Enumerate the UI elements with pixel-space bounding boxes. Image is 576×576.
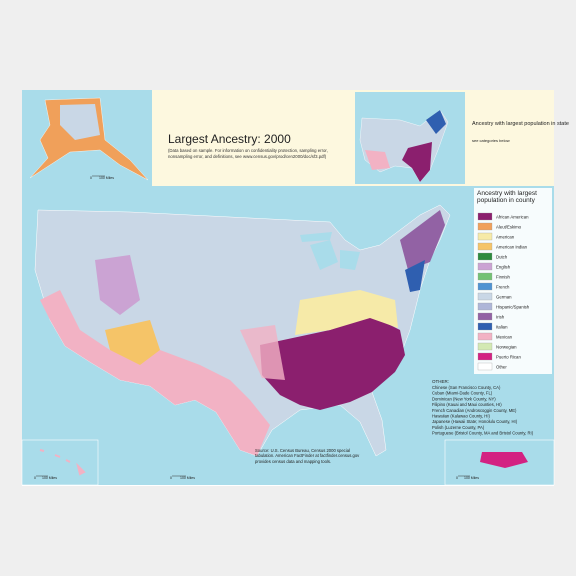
- legend-swatch: [477, 262, 493, 271]
- legend-label: English: [496, 265, 511, 270]
- legend-items: African American Aleut/Eskimo American Amer…: [477, 212, 530, 371]
- legend-swatch: [477, 242, 493, 251]
- region-italian: [405, 260, 425, 292]
- scale-label: 0: [170, 476, 172, 480]
- scale-label: 0: [456, 476, 458, 480]
- legend-label: German: [496, 295, 512, 300]
- note: (Data based on sample. For information o…: [168, 148, 328, 159]
- source: Source: U.S. Census Bureau, Census 2000 …: [255, 448, 360, 464]
- region-american: [295, 290, 398, 335]
- legend-label: Finnish: [496, 275, 510, 280]
- scale-label: 100 Miles: [99, 176, 114, 180]
- legend-label: Italian: [496, 325, 508, 330]
- scale-label: 100 Miles: [464, 476, 479, 480]
- legend-swatch: [477, 332, 493, 341]
- title: Largest Ancestry: 2000: [168, 132, 291, 146]
- region-mexican: [40, 290, 270, 456]
- other-line: Cuban (Miami-Dade County, FL): [432, 391, 493, 396]
- other-line: Portuguese (Bristol County, MA and Brist…: [432, 431, 534, 436]
- legend-label: Irish: [496, 315, 505, 320]
- legend-label: Dutch: [496, 255, 508, 260]
- other-line: Chinese (San Francisco County, CA): [432, 385, 501, 390]
- source-box: Source: U.S. Census Bureau, Census 2000 …: [255, 448, 360, 464]
- legend-title-box: Ancestry with largest population in coun…: [477, 190, 537, 205]
- other-line: Hawaiian (Kalawao County, HI): [432, 414, 490, 419]
- great-lake: [310, 240, 338, 270]
- legend-label: French: [496, 285, 510, 290]
- puerto-rico-shape: [480, 452, 528, 468]
- scale-label: 100 Miles: [180, 476, 195, 480]
- other-list: OTHER:Chinese (San Francisco County, CA)…: [432, 379, 534, 436]
- legend-swatch: [477, 282, 493, 291]
- legend-label: American Indian: [496, 245, 528, 250]
- other-line: Polish (Luzerne County, PA): [432, 425, 485, 430]
- legend-swatch: [477, 252, 493, 261]
- great-lake: [300, 232, 332, 242]
- state-region: [402, 142, 432, 182]
- legend-swatch: [477, 212, 493, 221]
- hawaii-shape: [39, 449, 86, 476]
- legend-label: Hispanic/Spanish: [496, 305, 530, 310]
- alaska-region: [60, 104, 100, 140]
- legend-title: Ancestry with largest population in coun…: [477, 190, 537, 205]
- great-lake: [340, 250, 360, 270]
- legend-label: Norwegian: [496, 345, 517, 350]
- scale-label: 100 Miles: [42, 476, 57, 480]
- hawaii-inset: [21, 439, 99, 486]
- region-english: [95, 255, 140, 315]
- state-region: [365, 150, 390, 170]
- other-title: OTHER:: [432, 379, 449, 384]
- legend-label: Other: [496, 365, 507, 370]
- legend-swatch: [477, 232, 493, 241]
- other-line: Japanese (Hawaii State; Honolulu County,…: [432, 419, 518, 424]
- other-line: Filipino (Kauai and Maui counties, HI): [432, 402, 502, 407]
- legend-label: American: [496, 235, 515, 240]
- legend-swatch: [477, 272, 493, 281]
- alaska-shape: [29, 97, 149, 181]
- other-line: Dominican (New York County, NY): [432, 396, 496, 401]
- scale-label: 0: [34, 476, 36, 480]
- region-african-american: [260, 315, 405, 410]
- legend-label: African American: [496, 215, 529, 220]
- other-line: French Canadian (Androscoggin County, ME…: [432, 408, 517, 413]
- legend-swatch: [477, 312, 493, 321]
- legend-label: Puerto Rican: [496, 355, 521, 360]
- legend-swatch: [477, 352, 493, 361]
- state-region: [426, 110, 446, 134]
- region-american-indian: [105, 320, 160, 365]
- legend-swatch: [477, 302, 493, 311]
- legend-swatch: [477, 322, 493, 331]
- state-inset-subtitle: see categories below: [472, 138, 510, 143]
- legend-swatch: [477, 342, 493, 351]
- state-inset-title-1: Ancestry with largest population in stat…: [472, 121, 569, 127]
- note-box: (Data based on sample. For information o…: [168, 148, 328, 159]
- legend-swatch: [477, 362, 493, 371]
- legend-label: Mexican: [496, 335, 513, 340]
- legend-label: Aleut/Eskimo: [496, 225, 522, 230]
- scale-label: 0: [90, 176, 92, 180]
- region-mexican: [240, 325, 285, 380]
- legend-swatch: [477, 222, 493, 231]
- legend-swatch: [477, 292, 493, 301]
- region-irish: [400, 210, 445, 270]
